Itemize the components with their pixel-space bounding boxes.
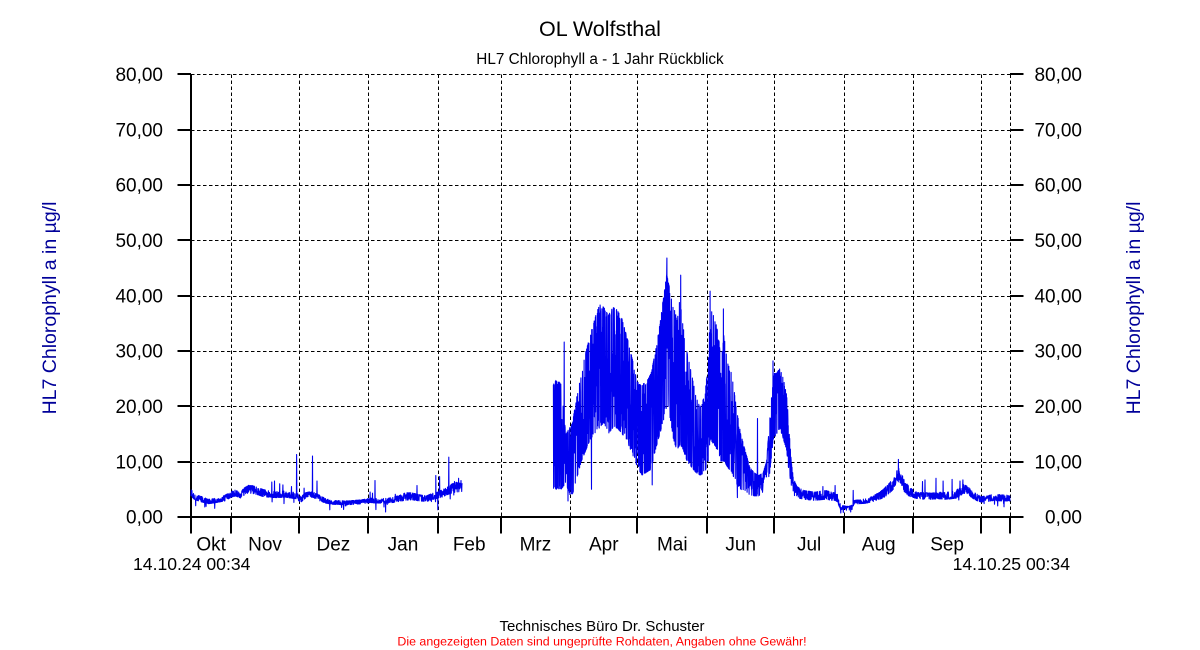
svg-text:Apr: Apr — [589, 535, 619, 556]
svg-text:Aug: Aug — [862, 535, 896, 556]
svg-text:HL7 Chlorophyll a in µg/l: HL7 Chlorophyll a in µg/l — [1123, 202, 1145, 415]
svg-text:80,00: 80,00 — [1034, 65, 1082, 86]
svg-text:70,00: 70,00 — [115, 120, 163, 141]
svg-text:60,00: 60,00 — [1034, 176, 1082, 197]
svg-text:Okt: Okt — [196, 535, 226, 556]
svg-text:Jul: Jul — [797, 535, 821, 556]
svg-text:80,00: 80,00 — [115, 65, 163, 86]
svg-text:40,00: 40,00 — [1034, 286, 1082, 307]
svg-text:0,00: 0,00 — [1045, 508, 1082, 529]
svg-text:10,00: 10,00 — [1034, 452, 1082, 473]
svg-text:Mrz: Mrz — [520, 535, 552, 556]
svg-text:Sep: Sep — [930, 535, 964, 556]
svg-text:70,00: 70,00 — [1034, 120, 1082, 141]
svg-text:50,00: 50,00 — [1034, 231, 1082, 252]
svg-text:20,00: 20,00 — [1034, 397, 1082, 418]
svg-text:HL7 Chlorophyll a in µg/l: HL7 Chlorophyll a in µg/l — [39, 202, 61, 415]
svg-text:OL Wolfsthal: OL Wolfsthal — [539, 17, 661, 41]
svg-text:30,00: 30,00 — [1034, 342, 1082, 363]
svg-text:Dez: Dez — [317, 535, 351, 556]
svg-text:0,00: 0,00 — [126, 508, 163, 529]
svg-text:Mai: Mai — [657, 535, 688, 556]
svg-text:HL7 Chlorophyll a - 1 Jahr Rüc: HL7 Chlorophyll a - 1 Jahr Rückblick — [476, 51, 724, 68]
svg-text:Die angezeigten Daten sind ung: Die angezeigten Daten sind ungeprüfte Ro… — [397, 635, 806, 649]
svg-text:14.10.25 00:34: 14.10.25 00:34 — [953, 554, 1071, 574]
svg-text:Jan: Jan — [388, 535, 419, 556]
svg-text:10,00: 10,00 — [115, 452, 163, 473]
svg-text:Feb: Feb — [453, 535, 486, 556]
svg-text:60,00: 60,00 — [115, 176, 163, 197]
svg-text:40,00: 40,00 — [115, 286, 163, 307]
svg-text:50,00: 50,00 — [115, 231, 163, 252]
svg-text:20,00: 20,00 — [115, 397, 163, 418]
svg-text:Jun: Jun — [725, 535, 756, 556]
svg-text:14.10.24 00:34: 14.10.24 00:34 — [133, 554, 251, 574]
svg-text:30,00: 30,00 — [115, 342, 163, 363]
svg-text:Nov: Nov — [248, 535, 282, 556]
svg-text:Technisches Büro Dr. Schuster: Technisches Büro Dr. Schuster — [499, 618, 704, 635]
